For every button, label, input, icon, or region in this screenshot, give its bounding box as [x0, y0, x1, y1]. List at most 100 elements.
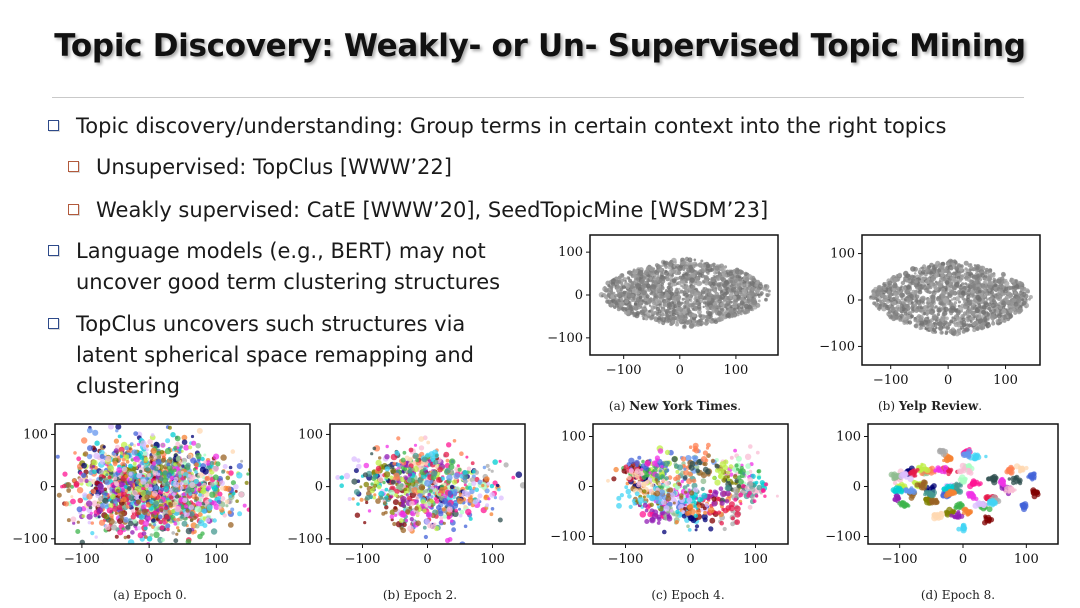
scatter-point: [990, 313, 996, 319]
scatter-point: [79, 539, 85, 544]
scatter-point: [159, 507, 164, 513]
scatter-point: [607, 284, 611, 288]
scatter-point: [736, 287, 741, 292]
scatter-point: [907, 277, 911, 281]
scatter-point: [764, 297, 768, 302]
scatter-point: [881, 294, 887, 299]
scatter-point: [198, 519, 205, 527]
scatter-point: [372, 446, 377, 451]
scatter-point: [952, 296, 957, 301]
scatter-point: [683, 264, 689, 270]
scatter-point: [220, 496, 226, 502]
scatter-point: [923, 312, 927, 316]
scatter-point: [138, 513, 145, 520]
scatter-point: [698, 318, 703, 323]
scatter-point: [149, 455, 154, 461]
scatter-point: [112, 461, 118, 466]
scatter-point: [668, 261, 673, 267]
scatter-point: [128, 494, 135, 501]
scatter-point: [463, 504, 468, 509]
scatter-point: [457, 467, 462, 472]
bullet-marker-icon: [48, 120, 59, 131]
scatter-point: [758, 299, 761, 303]
scatter-point: [87, 520, 92, 525]
scatter-point: [871, 292, 876, 297]
scatter-point: [153, 526, 159, 532]
scatter-point: [927, 277, 931, 281]
scatter-point: [225, 485, 232, 492]
scatter-point: [894, 309, 899, 314]
scatter-point: [899, 303, 905, 308]
scatter-point: [956, 275, 961, 280]
x-tick-label: 0: [145, 552, 153, 567]
scatter-point: [987, 306, 991, 311]
scatter-point: [173, 468, 177, 473]
scatter-point: [933, 286, 939, 292]
scatter-point: [121, 527, 125, 531]
scatter-point: [705, 263, 711, 269]
scatter-point: [197, 512, 203, 518]
scatter-point: [497, 487, 501, 492]
scatter-point: [950, 298, 954, 301]
scatter-point: [672, 283, 676, 287]
scatter-point: [677, 287, 681, 291]
y-tick-label: −100: [819, 339, 855, 354]
scatter-point: [391, 466, 395, 470]
scatter-point: [706, 321, 710, 325]
scatter-point: [427, 492, 431, 497]
scatter-point: [87, 481, 93, 487]
scatter-point: [945, 316, 949, 321]
scatter-point: [606, 293, 611, 298]
caption-suffix: .: [737, 399, 742, 413]
scatter-point: [967, 288, 971, 292]
scatter-point: [741, 289, 748, 295]
scatter-point: [129, 442, 134, 446]
scatter-point: [681, 297, 685, 301]
scatter-point: [1002, 305, 1006, 309]
scatter-point: [1008, 294, 1013, 299]
scatter-point: [365, 500, 369, 505]
scatter-point: [457, 497, 464, 505]
scatter-point: [678, 312, 682, 316]
scatter-point: [484, 476, 490, 482]
scatter-point: [200, 488, 207, 495]
scatter-point: [717, 264, 721, 268]
scatter-point: [422, 525, 427, 530]
scatter-point: [1008, 308, 1014, 314]
scatter-point: [451, 527, 456, 533]
scatter-point: [163, 486, 169, 492]
scatter-point: [389, 475, 394, 480]
scatter-point: [960, 314, 965, 318]
scatter-point: [620, 301, 625, 307]
scatter-point: [953, 301, 958, 305]
scatter-point: [197, 487, 202, 492]
scatter-point: [706, 296, 712, 302]
scatter-point: [16, 472, 21, 477]
scatter-point: [353, 489, 360, 495]
scatter-point: [426, 440, 431, 445]
scatter-point: [400, 457, 406, 463]
scatter-point: [150, 433, 155, 437]
scatter-point: [484, 488, 490, 494]
scatter-point: [114, 482, 119, 487]
scatter-point: [84, 479, 89, 483]
scatter-point: [127, 539, 135, 544]
scatter-point: [180, 514, 185, 518]
scatter-point: [459, 451, 464, 456]
scatter-point: [149, 533, 154, 537]
scatter-point: [747, 294, 752, 300]
scatter-point: [396, 436, 401, 441]
scatter-point: [994, 283, 998, 287]
scatter-point: [201, 508, 207, 514]
scatter-point: [983, 277, 986, 280]
scatter-point: [123, 517, 129, 523]
scatter-point: [133, 431, 139, 436]
scatter-point: [728, 271, 733, 276]
scatter-point: [141, 486, 145, 491]
scatter-point: [225, 475, 231, 481]
scatter-point: [920, 283, 923, 287]
scatter-point: [646, 278, 650, 282]
scatter-point: [950, 305, 956, 311]
scatter-point: [481, 483, 485, 488]
scatter-point: [228, 494, 232, 498]
